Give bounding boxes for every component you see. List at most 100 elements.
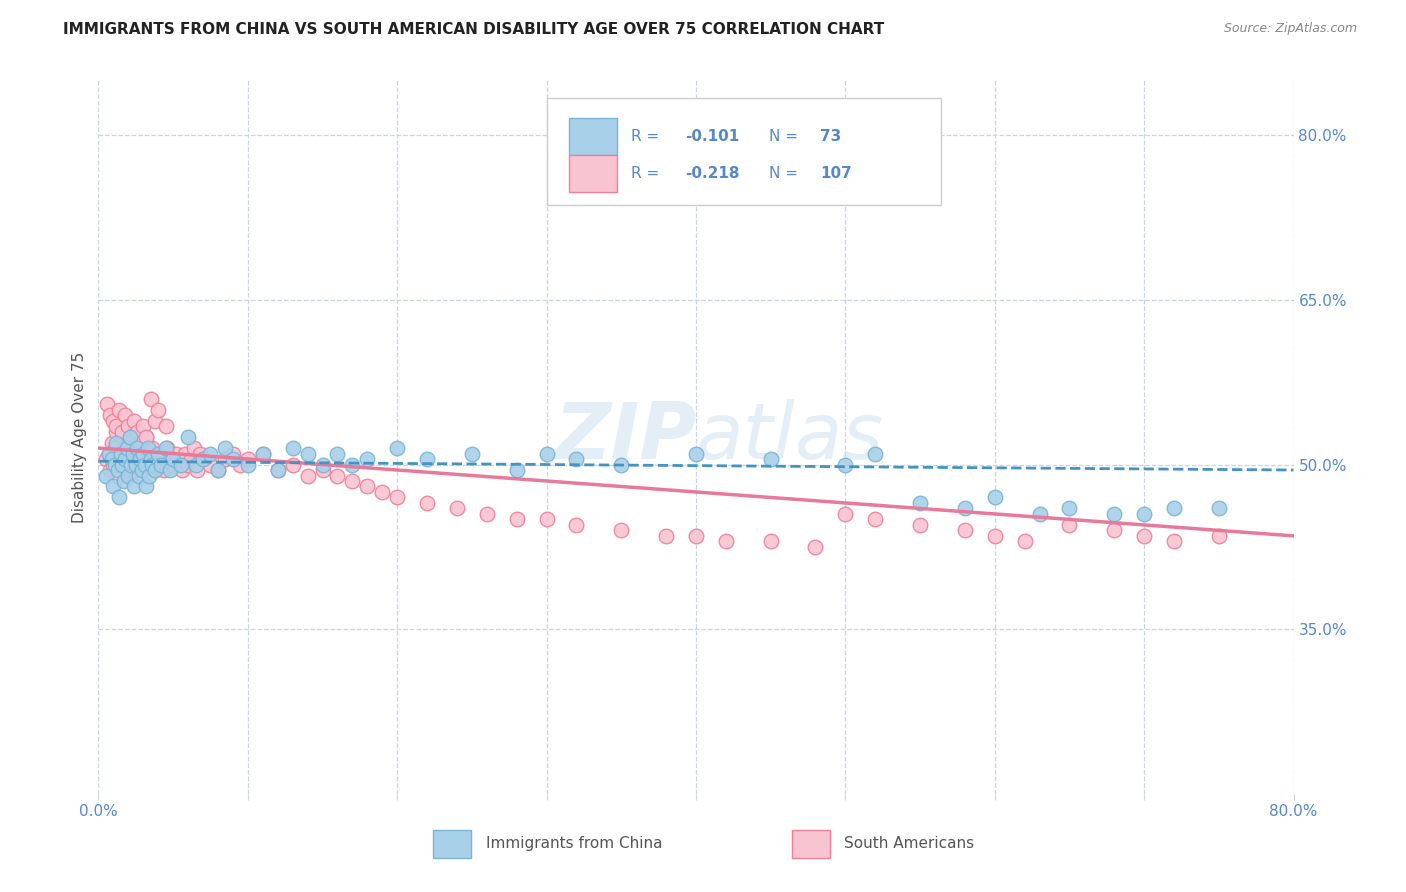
Point (475, 507, 498, 521)
Point (134, 458, 156, 472)
Point (610, 458, 633, 472)
Point (118, 430, 141, 444)
Y-axis label: Disability Age Over 75: Disability Age Over 75 (72, 351, 87, 523)
Point (342, 474, 364, 488)
Point (121, 446, 143, 460)
Point (236, 452, 259, 467)
Point (311, 458, 333, 472)
Point (162, 458, 184, 472)
Point (139, 392, 162, 406)
Point (356, 452, 378, 467)
Point (207, 463, 229, 477)
Text: -0.101: -0.101 (685, 129, 740, 145)
Point (1133, 507, 1156, 521)
Point (97, 446, 120, 460)
Point (110, 446, 132, 460)
Text: ZIP: ZIP (554, 399, 696, 475)
Point (174, 446, 197, 460)
Point (103, 479, 125, 493)
Point (136, 441, 159, 455)
Point (714, 534, 737, 549)
Point (267, 463, 290, 477)
Point (150, 446, 173, 460)
Point (117, 419, 139, 434)
Text: N =: N = (769, 166, 803, 181)
Point (107, 468, 129, 483)
Text: Source: ZipAtlas.com: Source: ZipAtlas.com (1223, 22, 1357, 36)
Point (326, 468, 349, 483)
Point (148, 446, 170, 460)
Point (371, 485, 394, 500)
Point (685, 446, 707, 460)
Point (105, 425, 128, 439)
Point (759, 534, 782, 549)
Point (112, 452, 135, 467)
Point (108, 491, 131, 505)
Point (385, 491, 409, 505)
Point (125, 458, 148, 472)
Point (120, 458, 142, 472)
Point (98, 463, 122, 477)
Point (124, 414, 146, 428)
Point (148, 402, 170, 417)
Point (222, 446, 245, 460)
Point (1028, 507, 1050, 521)
Point (953, 501, 976, 516)
Point (1104, 507, 1126, 521)
Point (107, 463, 129, 477)
Point (177, 458, 200, 472)
Point (759, 452, 782, 467)
Point (536, 512, 558, 526)
Point (142, 452, 165, 467)
Point (108, 402, 131, 417)
FancyBboxPatch shape (547, 98, 941, 205)
Point (191, 452, 214, 467)
Point (135, 430, 157, 444)
Point (446, 501, 468, 516)
Point (865, 446, 887, 460)
Point (297, 468, 319, 483)
Point (229, 458, 252, 472)
Point (159, 463, 181, 477)
Point (121, 441, 143, 455)
Point (1163, 534, 1185, 549)
Point (180, 452, 202, 467)
Text: R =: R = (631, 129, 665, 145)
Bar (433, 830, 471, 858)
Point (115, 463, 138, 477)
Point (134, 458, 156, 472)
Point (118, 430, 141, 444)
Point (834, 458, 856, 472)
Point (297, 446, 319, 460)
Point (865, 512, 887, 526)
Point (804, 540, 827, 554)
Point (200, 446, 222, 460)
Point (165, 446, 187, 460)
Point (108, 446, 131, 460)
Point (172, 463, 194, 477)
Point (214, 441, 236, 455)
Text: atlas: atlas (696, 399, 884, 475)
Point (191, 452, 214, 467)
Point (1059, 517, 1081, 532)
Point (97, 446, 120, 460)
Point (111, 430, 134, 444)
Point (127, 425, 149, 439)
Point (169, 458, 191, 472)
Point (1208, 501, 1230, 516)
Point (103, 458, 125, 472)
Point (177, 430, 200, 444)
Point (138, 468, 160, 483)
Point (135, 430, 157, 444)
Point (159, 452, 181, 467)
Point (105, 435, 128, 450)
Point (120, 430, 142, 444)
Point (111, 458, 134, 472)
Point (311, 463, 333, 477)
Point (385, 441, 409, 455)
Point (112, 474, 135, 488)
Point (1059, 501, 1081, 516)
Point (132, 419, 155, 434)
Point (167, 458, 190, 472)
Point (131, 446, 153, 460)
